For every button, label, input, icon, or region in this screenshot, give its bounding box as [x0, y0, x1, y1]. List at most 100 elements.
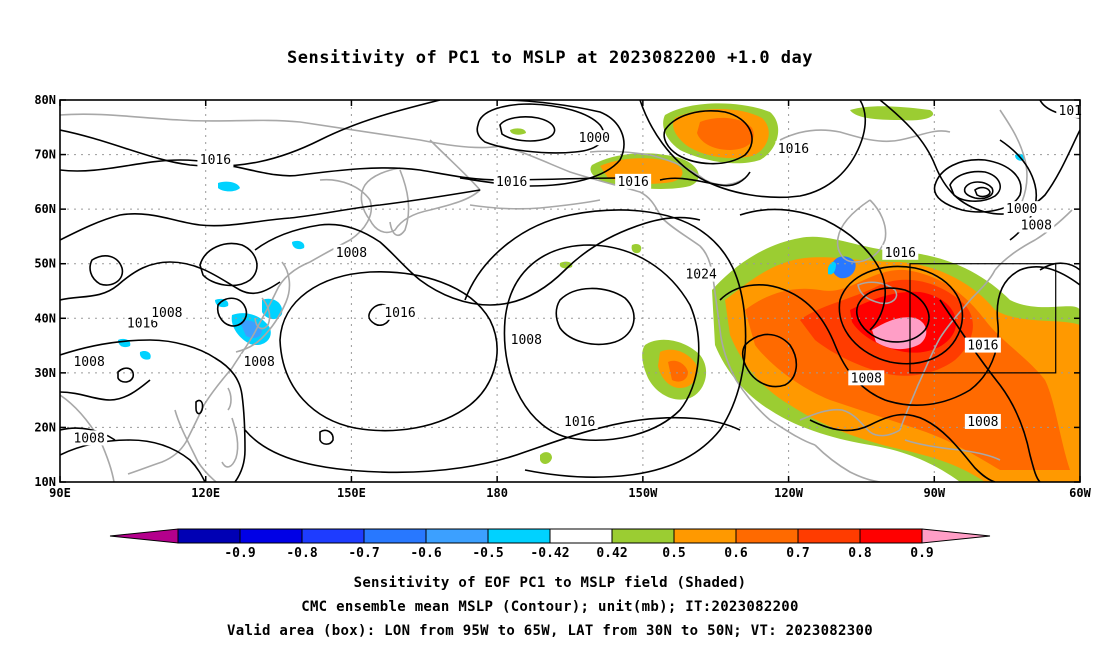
- colorbar-left-triangle: [109, 528, 179, 544]
- colorbar-swatch: [301, 528, 365, 544]
- contour-label-bg: [197, 152, 234, 168]
- shade-cyan-asia4: [292, 240, 305, 250]
- isobar: [60, 100, 441, 168]
- lat-tick-label: 10N: [34, 475, 56, 489]
- shade-green-pac2: [540, 452, 552, 464]
- lat-tick-label: 60N: [34, 202, 56, 216]
- contour-label: 101: [1059, 104, 1082, 119]
- contour-label: 1000: [579, 131, 610, 146]
- contour-label: 1016: [384, 306, 415, 321]
- isobar: [254, 216, 701, 306]
- contour-label-bg: [683, 266, 720, 282]
- isobar: [319, 429, 334, 445]
- isobar-low-asia: [199, 242, 258, 287]
- isobar: [949, 170, 1001, 202]
- contour-label-bg: [493, 173, 530, 189]
- isobar-high-nepac: [503, 244, 700, 441]
- lat-tick-label: 80N: [34, 93, 56, 107]
- lon-tick-label: 90W: [923, 486, 945, 500]
- coast-taiwan: [227, 387, 232, 411]
- contour-label: 1016: [127, 317, 158, 332]
- colorbar-label: -0.5: [472, 546, 503, 561]
- isobar-contours: [60, 100, 1080, 482]
- colorbar-label: -0.8: [286, 546, 317, 561]
- colorbar-right-triangle: [921, 528, 991, 544]
- isobar: [60, 261, 281, 301]
- shade-dorange-arctic: [697, 117, 754, 150]
- isobar: [117, 367, 135, 383]
- contour-label: 1008: [1021, 219, 1052, 234]
- caption-valid-area: Valid area (box): LON from 95W to 65W, L…: [227, 623, 873, 639]
- colorbar-swatch: [735, 528, 799, 544]
- coast-korea: [254, 297, 271, 330]
- colorbar-swatch: [239, 528, 303, 544]
- isobar: [244, 416, 741, 474]
- chart-title: Sensitivity of PC1 to MSLP at 2023082200…: [286, 48, 813, 68]
- lon-tick-label: 60W: [1069, 486, 1091, 500]
- isobar: [809, 413, 996, 482]
- coast-greenland: [999, 109, 1028, 216]
- contour-label: 1024: [685, 268, 716, 283]
- coast-china: [127, 261, 311, 475]
- contour-label-bg: [615, 173, 652, 189]
- colorbar-swatch: [611, 528, 675, 544]
- lat-tick-label: 70N: [34, 148, 56, 162]
- isobar: [741, 333, 798, 388]
- isobar: [60, 339, 246, 482]
- colorbar-swatch: [859, 528, 923, 544]
- isobar: [89, 255, 124, 286]
- shade-cyan-asia3: [218, 181, 240, 192]
- caption-contour: CMC ensemble mean MSLP (Contour); unit(m…: [301, 599, 799, 615]
- lat-tick-label: 20N: [34, 420, 56, 434]
- isobar: [60, 379, 151, 401]
- contour-label-bg: [71, 353, 108, 369]
- coast-japan: [235, 261, 291, 353]
- coast-aleutians: [469, 199, 601, 210]
- isobar: [60, 427, 116, 441]
- isobar-high-nwpac: [279, 271, 498, 432]
- coast-us-east: [899, 269, 996, 431]
- contour-label-bg: [148, 304, 185, 320]
- contour-label-bg: [508, 332, 545, 348]
- colorbar-label: -0.9: [224, 546, 255, 561]
- colorbar-swatch: [673, 528, 737, 544]
- isobar: [659, 171, 751, 187]
- coast-siberia: [60, 113, 501, 149]
- contour-label: 1008: [73, 431, 104, 446]
- contour-label: 1008: [851, 371, 882, 386]
- shade-green-ne: [850, 106, 934, 121]
- shade-green-pac3: [631, 243, 642, 254]
- lat-tick-label: 40N: [34, 311, 56, 325]
- isobar: [974, 186, 991, 198]
- lon-tick-label: 180: [486, 486, 508, 500]
- colorbar-label: -0.6: [410, 546, 441, 561]
- lat-tick-label: 50N: [34, 257, 56, 271]
- contour-label-bg: [561, 413, 598, 429]
- coast-central-am: [814, 444, 881, 482]
- isobar-japan-low: [216, 297, 248, 327]
- contour-label: 1008: [73, 355, 104, 370]
- isobar: [1039, 262, 1080, 271]
- colorbar-label: 0.9: [910, 546, 933, 561]
- coast-arctic-islands: [779, 129, 951, 143]
- shade-cyan-gl: [828, 261, 836, 275]
- isobar: [60, 189, 481, 241]
- colorbar-swatch: [363, 528, 427, 544]
- contour-label: 1008: [151, 306, 182, 321]
- coast-alaska-north: [589, 150, 746, 186]
- colorbar-swatch: [487, 528, 551, 544]
- isobar: [639, 100, 867, 199]
- isobar: [719, 266, 1080, 406]
- contour-label: 1016: [496, 175, 527, 190]
- contour-label-bg: [241, 353, 278, 369]
- contour-label-bg: [71, 430, 108, 446]
- contour-label-bg: [1018, 217, 1055, 233]
- isobar: [555, 287, 635, 346]
- contour-label-bg: [848, 370, 885, 386]
- valid-box-rect: [909, 263, 1057, 374]
- contour-label: 1016: [564, 415, 595, 430]
- colorbar-label: -0.7: [348, 546, 379, 561]
